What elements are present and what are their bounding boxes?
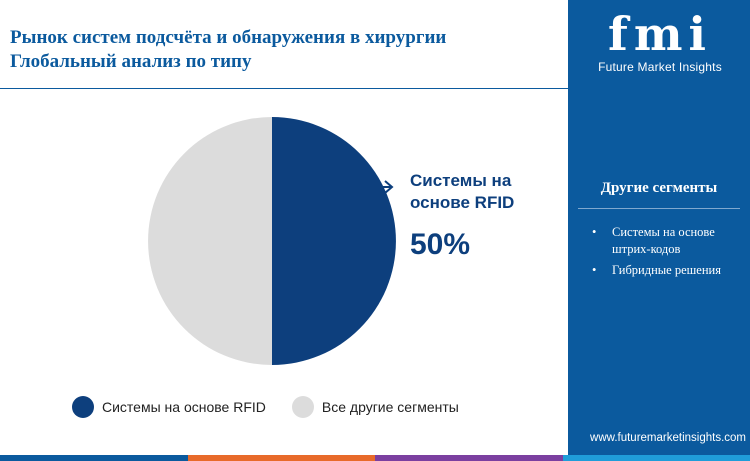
callout-label-line1: Системы на [410, 171, 512, 190]
chart-panel: Рынок систем подсчёта и обнаружения в хи… [0, 26, 568, 418]
legend-label-others: Все другие сегменты [321, 399, 459, 415]
segments-divider [578, 208, 740, 209]
segment-item: Системы на основе штрих-кодов [592, 224, 742, 258]
chart-title-line1: Рынок систем подсчёта и обнаружения в хи… [10, 27, 447, 48]
pie-slice-others [148, 117, 272, 365]
logo-subtitle: Future Market Insights [598, 60, 722, 74]
bottom-bar-segment-4 [562, 455, 750, 461]
callout-label: Системы на основе RFID [410, 170, 560, 214]
legend-item-rfid: Системы на основе RFID [72, 396, 266, 418]
legend-swatch-others [291, 396, 314, 418]
pie-chart [148, 117, 396, 365]
legend-item-others: Все другие сегменты [291, 396, 459, 418]
bottom-bar-segment-2 [187, 455, 375, 461]
chart-legend: Системы на основе RFID Все другие сегмен… [72, 396, 485, 418]
legend-label-rfid: Системы на основе RFID [102, 399, 266, 415]
title-divider [0, 88, 568, 89]
callout-arrow-icon [372, 180, 394, 194]
bottom-bar-segment-3 [375, 455, 563, 461]
chart-title-line2: Глобальный анализ по типу [10, 51, 252, 72]
logo-letters: fmi [608, 7, 712, 61]
website-link[interactable]: www.futuremarketinsights.com [590, 432, 746, 444]
fmi-logo: fmi Future Market Insights [590, 6, 730, 74]
slice-callout: Системы на основе RFID 50% [410, 170, 560, 262]
bottom-bar-segment-1 [0, 455, 188, 461]
sidebar: fmi Future Market Insights Другие сегмен… [568, 0, 750, 455]
pie-slice-rfid [272, 117, 396, 365]
chart-title: Рынок систем подсчёта и обнаружения в хи… [10, 26, 562, 74]
segment-item: Гибридные решения [592, 262, 742, 279]
legend-swatch-rfid [72, 396, 94, 418]
other-segments-title: Другие сегменты [600, 180, 718, 196]
callout-label-line2: основе RFID [410, 193, 515, 212]
callout-value: 50% [410, 228, 471, 261]
other-segments-list: Системы на основе штрих-кодов Гибридные … [592, 224, 742, 283]
bottom-color-bar [0, 455, 750, 461]
